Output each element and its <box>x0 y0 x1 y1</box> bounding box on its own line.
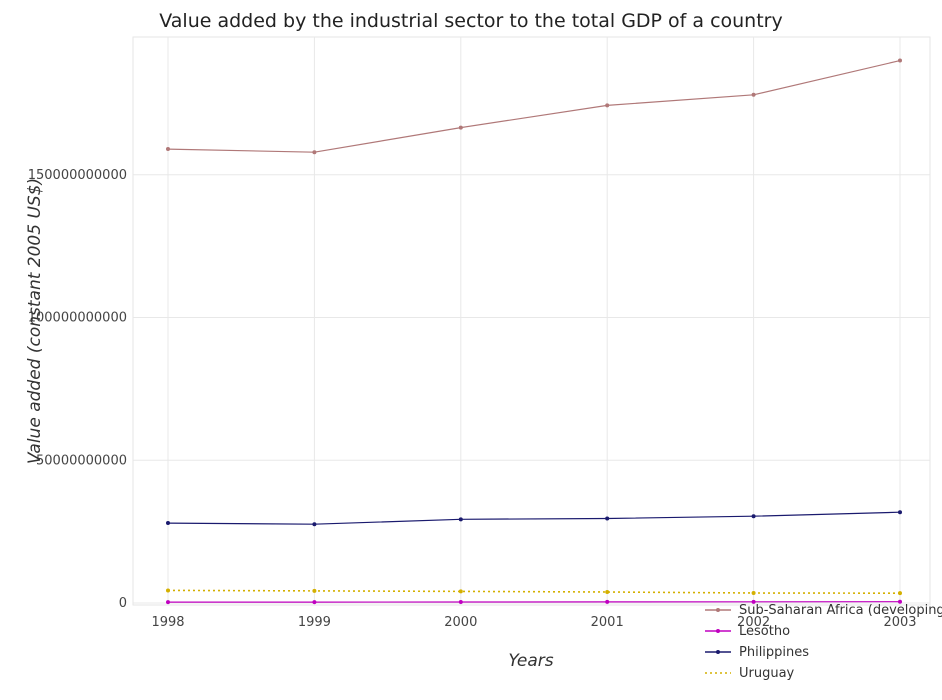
x-tick-label: 2003 <box>883 615 916 630</box>
data-point <box>898 58 902 63</box>
data-point <box>458 517 463 522</box>
y-tick-label: 100000000000 <box>28 311 127 326</box>
data-point <box>312 588 317 593</box>
data-point <box>166 588 170 593</box>
data-point <box>312 522 317 527</box>
data-point <box>605 599 610 604</box>
legend-marker <box>716 608 720 612</box>
data-point <box>458 600 463 605</box>
x-tick-label: 2001 <box>591 615 624 630</box>
data-point <box>166 147 170 152</box>
data-point <box>605 516 610 521</box>
data-point <box>458 125 463 130</box>
data-point <box>312 600 317 605</box>
data-point <box>898 591 902 596</box>
y-axis-label: Value added (constant 2005 US$) <box>25 178 45 464</box>
chart-title: Value added by the industrial sector to … <box>159 10 782 32</box>
data-point <box>898 599 902 604</box>
data-point <box>751 599 756 604</box>
data-point <box>898 510 902 515</box>
data-point <box>166 600 170 605</box>
y-tick-label: 150000000000 <box>28 168 127 183</box>
legend: Sub-Saharan Africa (developing only) Leso… <box>705 603 942 681</box>
legend-marker <box>716 650 720 654</box>
x-axis-ticks: 1998 1999 2000 2001 2002 2003 <box>151 615 916 630</box>
legend-label: Philippines <box>739 645 809 660</box>
x-tick-label: 1999 <box>298 615 331 630</box>
x-axis-label: Years <box>508 651 553 671</box>
legend-label: Sub-Saharan Africa (developing only) <box>739 603 942 618</box>
x-tick-label: 1998 <box>151 615 184 630</box>
y-axis-ticks: 0 50000000000 100000000000 150000000000 <box>28 168 127 611</box>
y-tick-label: 50000000000 <box>36 453 127 468</box>
series-line-2 <box>167 511 901 525</box>
data-point <box>605 590 610 595</box>
series-line-3 <box>167 589 901 594</box>
series-group <box>166 58 902 605</box>
x-tick-label: 2000 <box>444 615 477 630</box>
data-point <box>751 514 756 519</box>
data-point <box>605 103 610 108</box>
series-line-0 <box>167 60 901 153</box>
plot-area <box>132 36 931 606</box>
data-point <box>312 150 317 155</box>
y-tick-label: 0 <box>119 596 127 611</box>
legend-marker <box>716 629 720 633</box>
data-point <box>166 521 170 526</box>
legend-label: Uruguay <box>739 666 795 681</box>
data-point <box>751 92 756 97</box>
x-tick-label: 2002 <box>737 615 770 630</box>
legend-label: Lesotho <box>739 624 790 639</box>
data-point <box>458 589 463 594</box>
data-point <box>751 591 756 596</box>
